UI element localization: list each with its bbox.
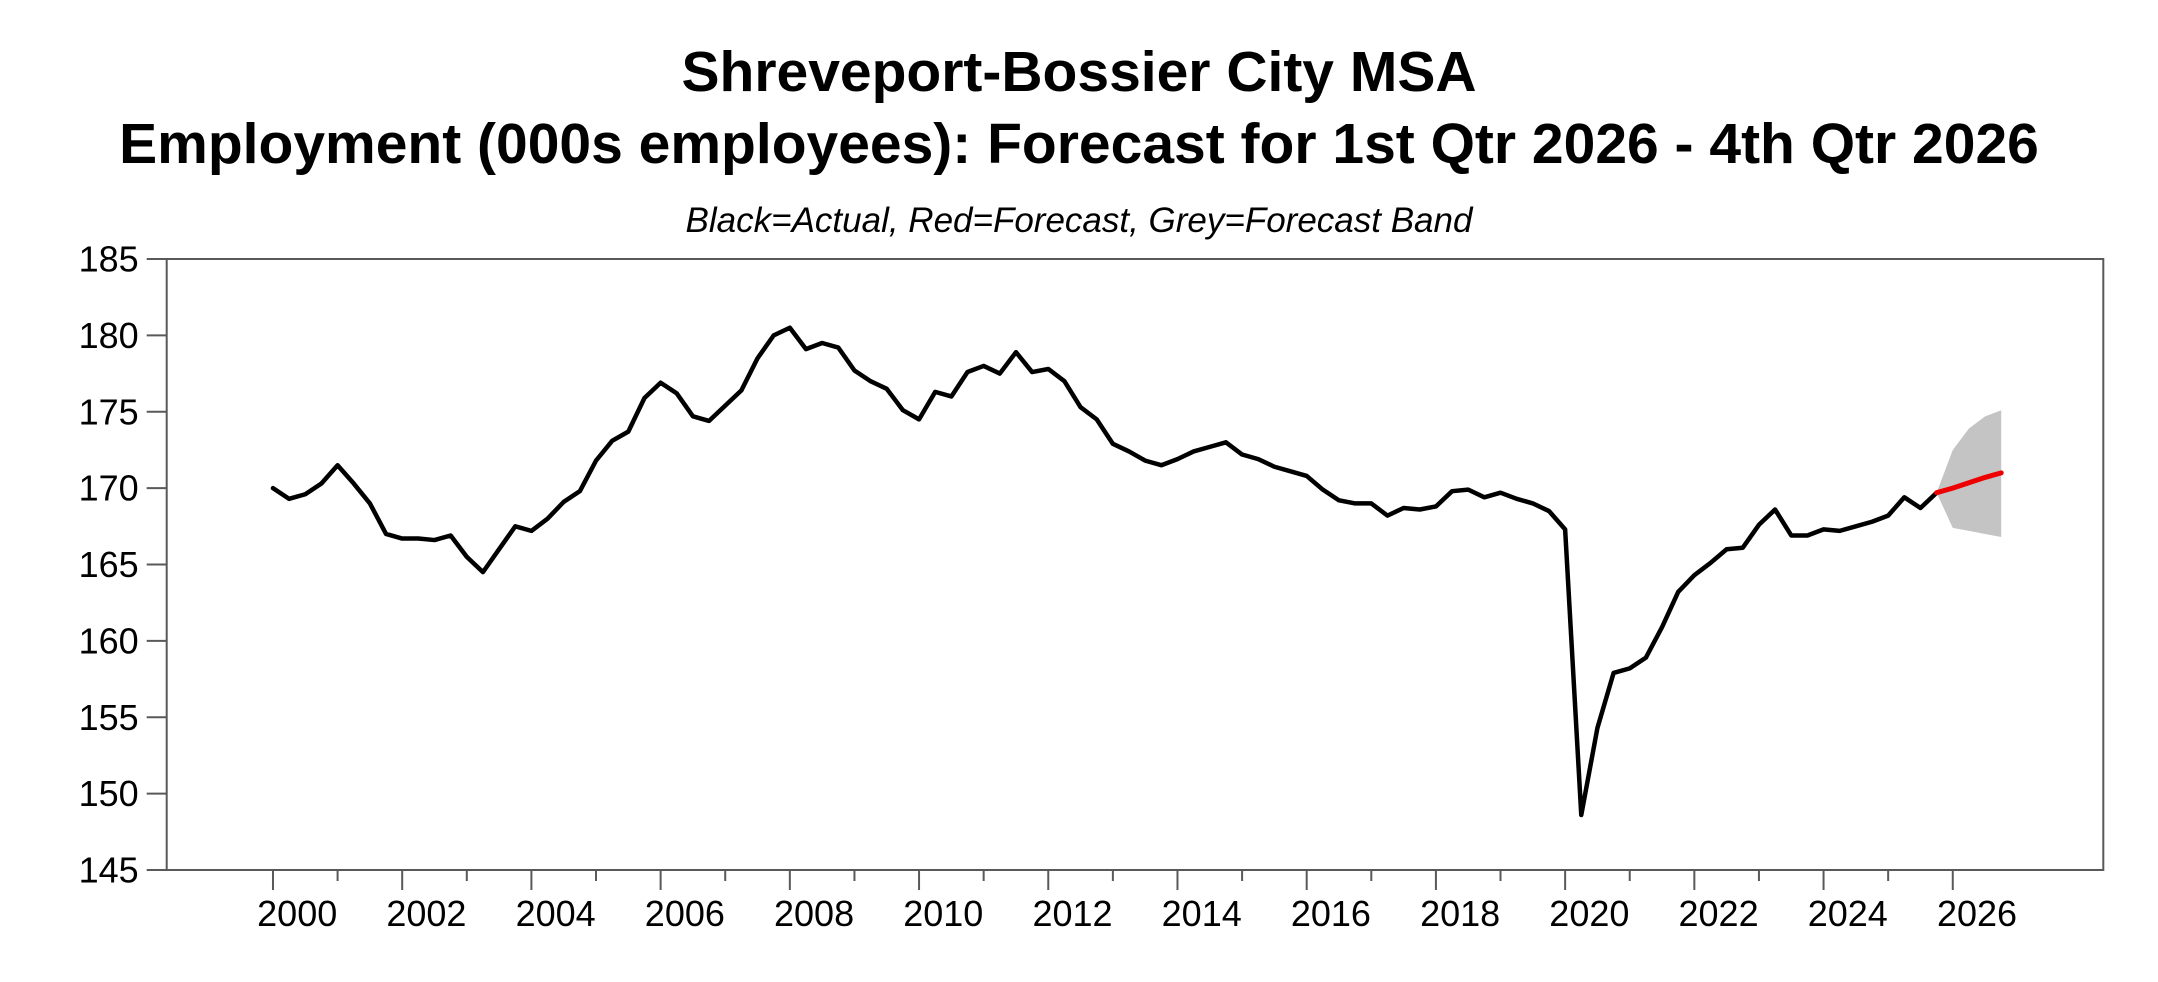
x-axis-tick-label: 2026 <box>1937 893 2017 934</box>
x-axis-tick-label: 2014 <box>1162 893 1242 934</box>
y-axis-tick-label: 145 <box>79 850 139 891</box>
legend-note: Black=Actual, Red=Forecast, Grey=Forecas… <box>685 201 1473 240</box>
x-axis-tick-label: 2006 <box>645 893 725 934</box>
x-axis-tick-label: 2002 <box>386 893 466 934</box>
y-axis-tick-label: 160 <box>79 620 139 661</box>
actual-series-line <box>270 325 1939 818</box>
x-axis-tick-label: 2022 <box>1679 893 1759 934</box>
x-axis-tick-label: 2024 <box>1808 893 1888 934</box>
x-axis-tick-label: 2012 <box>1032 893 1112 934</box>
x-axis-tick-label: 2004 <box>516 893 596 934</box>
chart-title-line1: Shreveport-Bossier City MSA <box>681 40 1477 104</box>
y-axis-tick-label: 180 <box>79 315 139 356</box>
x-axis-tick-label: 2016 <box>1291 893 1371 934</box>
y-axis-tick-label: 170 <box>79 468 139 509</box>
x-axis-tick-label: 2020 <box>1549 893 1629 934</box>
y-axis-tick-label: 155 <box>79 697 139 738</box>
chart-title-line2: Employment (000s employees): Forecast fo… <box>119 112 2039 176</box>
forecast-series-line <box>1934 470 2004 496</box>
y-axis-tick-label: 165 <box>79 544 139 585</box>
x-axis-tick-label: 2010 <box>903 893 983 934</box>
y-axis-tick-label: 150 <box>79 773 139 814</box>
x-axis-tick-label: 2000 <box>257 893 337 934</box>
y-axis-tick-label: 185 <box>79 239 139 280</box>
x-axis-tick-label: 2008 <box>774 893 854 934</box>
y-axis-tick-label: 175 <box>79 391 139 432</box>
x-axis-tick-label: 2018 <box>1420 893 1500 934</box>
plot-frame <box>165 258 2105 871</box>
chart-title: Shreveport-Bossier City MSA Employment (… <box>0 36 2158 180</box>
forecast-band-area <box>1936 410 2002 538</box>
